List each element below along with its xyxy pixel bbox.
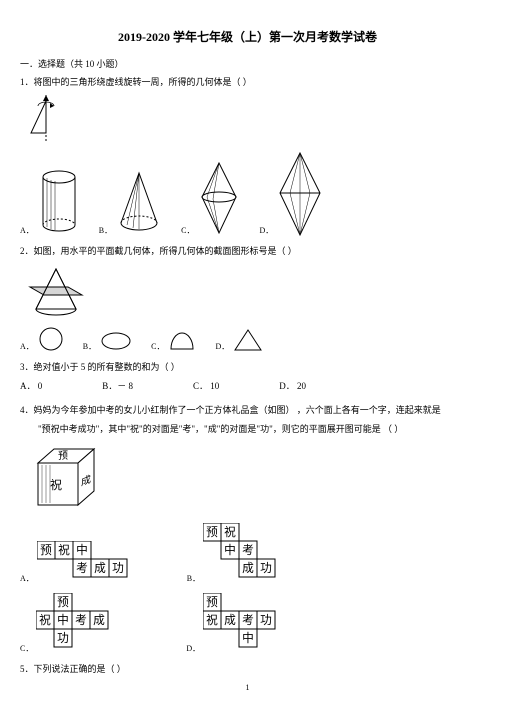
svg-text:祝: 祝 bbox=[206, 612, 218, 626]
q2-label-A: A． bbox=[20, 341, 34, 353]
q3-opt-B: B．－ 8 bbox=[102, 380, 133, 394]
q2-text: 2．如图，用水平的平面截几何体，所得几何体的截面图形标号是（ ） bbox=[20, 245, 475, 259]
svg-text:中: 中 bbox=[242, 630, 254, 644]
svg-text:成: 成 bbox=[224, 613, 236, 626]
q1-opt-B-cone bbox=[115, 167, 163, 237]
q1-label-B: B． bbox=[99, 225, 112, 237]
q4-label-B: B． bbox=[187, 573, 200, 585]
q3-opt-D: D． 20 bbox=[279, 380, 306, 394]
page-number: 1 bbox=[20, 682, 475, 694]
q1-label-A: A． bbox=[20, 225, 34, 237]
svg-text:中: 中 bbox=[76, 542, 88, 556]
cube-face-zhu: 祝 bbox=[50, 478, 62, 492]
svg-text:预: 预 bbox=[206, 595, 218, 608]
svg-text:预: 预 bbox=[40, 543, 52, 556]
svg-text:考: 考 bbox=[242, 543, 254, 556]
svg-text:预: 预 bbox=[57, 595, 69, 608]
q1-text: 1．将图中的三角形绕虚线旋转一周，所得的几何体是（ ） bbox=[20, 76, 475, 90]
svg-text:功: 功 bbox=[57, 631, 69, 644]
svg-text:预: 预 bbox=[206, 525, 218, 538]
svg-text:中: 中 bbox=[224, 542, 236, 556]
q3-text: 3．绝对值小于 5 的所有整数的和为（ ） bbox=[20, 361, 475, 375]
svg-text:中: 中 bbox=[57, 612, 69, 626]
q5-text: 5．下列说法正确的是（ ） bbox=[20, 663, 475, 677]
q2-stem-figure bbox=[28, 265, 475, 317]
svg-text:功: 功 bbox=[260, 561, 272, 574]
q4-label-C: C． bbox=[20, 643, 33, 655]
svg-text:功: 功 bbox=[112, 561, 124, 574]
q4-opt-B-net: 预祝中考成功 bbox=[203, 523, 303, 585]
q4-stem-cube: 预 祝 成 bbox=[28, 443, 475, 515]
q1-label-D: D． bbox=[259, 225, 273, 237]
q1-stem-figure bbox=[28, 95, 475, 143]
section-heading: 一．选择题（共 10 小题） bbox=[20, 58, 475, 72]
q2-label-B: B． bbox=[83, 341, 96, 353]
q2-opt-C-dome bbox=[167, 327, 197, 353]
q2-label-D: D． bbox=[215, 341, 229, 353]
q2-opt-D-triangle bbox=[232, 327, 264, 353]
q4-label-D: D． bbox=[186, 643, 200, 655]
svg-text:考: 考 bbox=[76, 561, 88, 574]
cube-face-yu: 预 bbox=[58, 450, 68, 462]
svg-text:考: 考 bbox=[242, 613, 254, 626]
svg-text:祝: 祝 bbox=[58, 542, 70, 556]
q4-label-A: A． bbox=[20, 573, 34, 585]
svg-text:考: 考 bbox=[75, 613, 87, 626]
page-title: 2019-2020 学年七年级（上）第一次月考数学试卷 bbox=[20, 28, 475, 46]
q3-opt-A: A． 0 bbox=[20, 380, 42, 394]
svg-text:祝: 祝 bbox=[39, 612, 51, 626]
q4-opt-D-net: 预祝成考功中 bbox=[203, 593, 303, 655]
q2-label-C: C． bbox=[151, 341, 164, 353]
q1-label-C: C． bbox=[181, 225, 194, 237]
q4-text-2: "预祝中考成功"，其中"祝"的对面是"考"，"成"的对面是"功"，则它的平面展开… bbox=[20, 423, 475, 437]
q2-opt-A-circle bbox=[37, 325, 65, 353]
svg-text:成: 成 bbox=[93, 613, 105, 626]
q3-opt-C: C． 10 bbox=[193, 380, 219, 394]
q2-opt-B-ellipse bbox=[99, 329, 133, 353]
svg-text:成: 成 bbox=[94, 561, 106, 574]
svg-text:功: 功 bbox=[260, 613, 272, 626]
q1-opt-C-bicone-a bbox=[197, 159, 241, 237]
svg-text:祝: 祝 bbox=[224, 524, 236, 538]
q4-opt-C-net: 预祝中考成功 bbox=[36, 593, 136, 655]
q1-opt-A-cylinder bbox=[37, 167, 81, 237]
q4-opt-A-net: 预祝中考成功 bbox=[37, 541, 137, 585]
q4-text-1: 4．妈妈为今年参加中考的女儿小红制作了一个正方体礼品盒（如图） ，六个面上各有一… bbox=[20, 404, 475, 418]
svg-text:成: 成 bbox=[242, 561, 254, 574]
q1-opt-D-bicone-b bbox=[276, 151, 324, 237]
